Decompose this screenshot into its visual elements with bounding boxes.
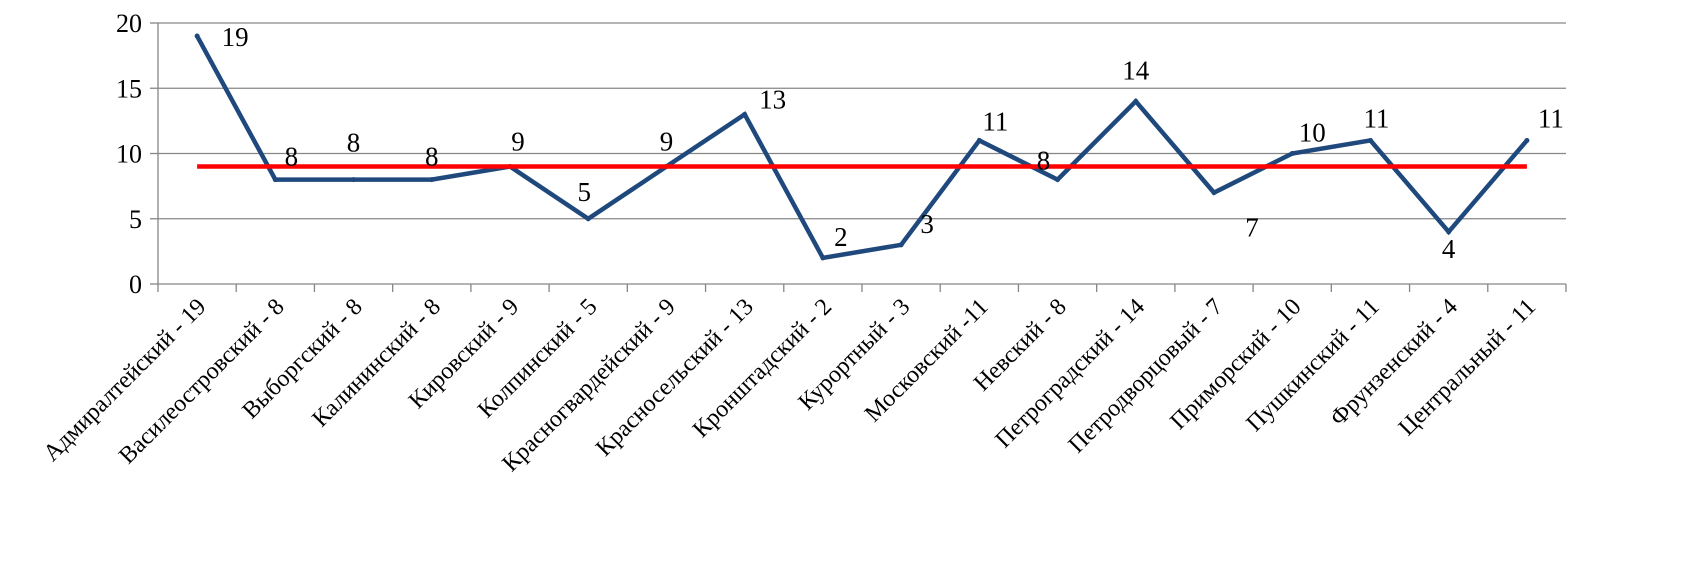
y-tick-label: 0 bbox=[129, 270, 142, 299]
data-label: 5 bbox=[577, 177, 591, 207]
data-label: 7 bbox=[1245, 213, 1259, 243]
x-tick-label: Кронштадский - 2 bbox=[688, 294, 837, 443]
data-point bbox=[1289, 151, 1295, 156]
data-point bbox=[742, 111, 748, 117]
x-tick-label: Приморский - 10 bbox=[1165, 294, 1306, 435]
data-label: 4 bbox=[1442, 234, 1456, 264]
data-point bbox=[898, 242, 904, 248]
data-label: 9 bbox=[660, 127, 674, 157]
data-label: 19 bbox=[222, 22, 249, 52]
data-label: 13 bbox=[759, 84, 786, 114]
data-label: 3 bbox=[920, 209, 934, 239]
data-point bbox=[1524, 137, 1530, 143]
x-tick-label: Центральный - 11 bbox=[1394, 294, 1541, 441]
data-label: 9 bbox=[511, 127, 525, 157]
data-label: 14 bbox=[1122, 55, 1150, 85]
data-point bbox=[194, 33, 200, 39]
y-tick-label: 10 bbox=[116, 140, 142, 169]
data-point bbox=[976, 137, 982, 143]
y-tick-label: 5 bbox=[129, 205, 142, 234]
data-point bbox=[1367, 137, 1373, 143]
y-tick-label: 20 bbox=[116, 9, 142, 38]
data-label: 11 bbox=[982, 106, 1008, 136]
data-label: 8 bbox=[347, 128, 361, 158]
axes bbox=[150, 22, 1567, 292]
y-tick-labels: 0 5 10 15 20 bbox=[116, 9, 142, 299]
data-label: 11 bbox=[1363, 103, 1389, 133]
x-tick-label: Пушкинский - 11 bbox=[1242, 294, 1385, 437]
data-point bbox=[272, 177, 278, 183]
x-tick-label: Петроградский - 14 bbox=[991, 294, 1150, 453]
gridlines bbox=[158, 22, 1566, 220]
data-point bbox=[1055, 177, 1061, 183]
y-tick-label: 15 bbox=[116, 74, 142, 103]
data-label: 10 bbox=[1299, 118, 1326, 148]
data-point bbox=[429, 177, 435, 183]
data-label: 2 bbox=[834, 222, 848, 252]
data-label: 8 bbox=[285, 142, 299, 172]
data-point bbox=[1446, 229, 1452, 235]
data-label: 11 bbox=[1538, 103, 1564, 133]
data-point bbox=[351, 177, 357, 183]
data-point bbox=[1133, 98, 1139, 104]
data-point bbox=[585, 216, 591, 222]
data-labels: 19 8 8 8 9 5 9 13 2 3 11 8 14 7 10 11 4 11 bbox=[222, 22, 1564, 264]
series-layer bbox=[194, 33, 1530, 261]
data-label: 8 bbox=[425, 142, 439, 172]
x-tick-label: Петродворцовый - 7 bbox=[1064, 294, 1228, 458]
series-line bbox=[195, 34, 1529, 261]
data-label: 8 bbox=[1037, 146, 1051, 176]
data-point bbox=[1211, 190, 1217, 196]
data-point bbox=[820, 255, 826, 261]
